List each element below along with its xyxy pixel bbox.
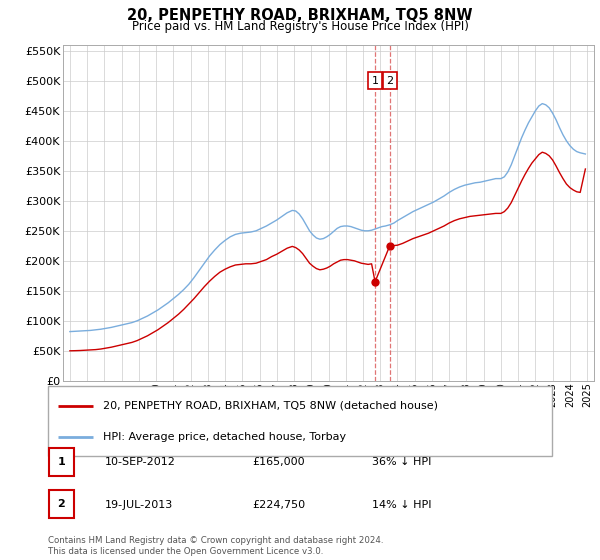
Text: 36% ↓ HPI: 36% ↓ HPI <box>372 457 431 467</box>
Text: £224,750: £224,750 <box>252 500 305 510</box>
Text: HPI: Average price, detached house, Torbay: HPI: Average price, detached house, Torb… <box>103 432 347 442</box>
Text: 2: 2 <box>58 500 65 509</box>
FancyBboxPatch shape <box>48 386 552 456</box>
Text: 10-SEP-2012: 10-SEP-2012 <box>105 457 176 467</box>
Text: £165,000: £165,000 <box>252 457 305 467</box>
Text: 14% ↓ HPI: 14% ↓ HPI <box>372 500 431 510</box>
Text: 1: 1 <box>58 457 65 466</box>
Text: 2: 2 <box>386 76 393 86</box>
Text: 19-JUL-2013: 19-JUL-2013 <box>105 500 173 510</box>
Text: Price paid vs. HM Land Registry's House Price Index (HPI): Price paid vs. HM Land Registry's House … <box>131 20 469 34</box>
FancyBboxPatch shape <box>49 448 74 475</box>
Text: 20, PENPETHY ROAD, BRIXHAM, TQ5 8NW: 20, PENPETHY ROAD, BRIXHAM, TQ5 8NW <box>127 8 473 23</box>
Text: 20, PENPETHY ROAD, BRIXHAM, TQ5 8NW (detached house): 20, PENPETHY ROAD, BRIXHAM, TQ5 8NW (det… <box>103 401 439 411</box>
Text: Contains HM Land Registry data © Crown copyright and database right 2024.
This d: Contains HM Land Registry data © Crown c… <box>48 536 383 556</box>
Text: 1: 1 <box>371 76 379 86</box>
FancyBboxPatch shape <box>49 491 74 518</box>
